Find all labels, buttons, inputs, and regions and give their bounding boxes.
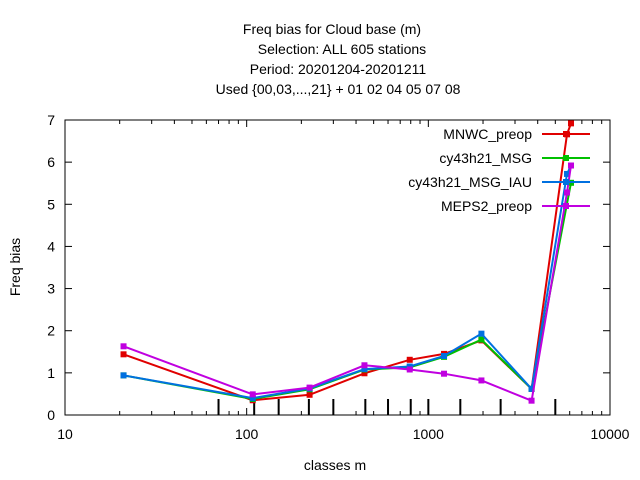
series-0-point: [306, 391, 313, 398]
series-0-point: [406, 356, 413, 363]
legend-marker-3: [563, 203, 569, 209]
series-3-point: [528, 397, 535, 404]
series-3-point: [306, 384, 313, 391]
title-line-3: Period: 20201204-20201211: [250, 61, 427, 77]
x-axis-label: classes m: [304, 457, 366, 473]
series-3-point: [564, 189, 571, 196]
series-2-point: [478, 330, 485, 337]
series-1-point: [478, 336, 485, 343]
series-2-point: [249, 395, 256, 402]
y-tick-label: 5: [47, 196, 55, 212]
legend-marker-1: [563, 155, 569, 161]
series-0-point: [361, 370, 368, 377]
x-tick-label: 1000: [413, 426, 444, 442]
series-3-point: [478, 377, 485, 384]
series-3-point: [568, 162, 575, 169]
series-2-point: [361, 366, 368, 373]
y-tick-label: 6: [47, 154, 55, 170]
legend-label-0: MNWC_preop: [443, 126, 532, 142]
legend-marker-2: [563, 179, 569, 185]
series-3-point: [406, 366, 413, 373]
series-line-1: [123, 182, 572, 401]
y-tick-label: 2: [47, 323, 55, 339]
x-tick-label: 10: [57, 426, 73, 442]
y-tick-label: 0: [47, 407, 55, 423]
title-line-2: Selection: ALL 605 stations: [258, 41, 426, 57]
series-3-point: [361, 362, 368, 369]
series-0-point: [568, 120, 575, 127]
series-2-point: [528, 385, 535, 392]
series-0-point: [120, 351, 127, 358]
y-tick-label: 7: [47, 112, 55, 128]
legend-label-2: cy43h21_MSG_IAU: [408, 174, 532, 190]
y-tick-label: 1: [47, 365, 55, 381]
series-2-point: [441, 353, 448, 359]
title-line-4: Used {00,03,...,21} + 01 02 04 05 07 08: [216, 81, 461, 97]
legend-label-1: cy43h21_MSG: [439, 150, 532, 166]
legend-label-3: MEPS2_preop: [441, 198, 532, 214]
plot-area: 0 1 2 3 4 5 6 7 10 100 1000 10000 MNWC_preop cy43h21_…: [47, 112, 629, 442]
series-line-2: [123, 165, 572, 400]
title-line-1: Freq bias for Cloud base (m): [243, 21, 421, 37]
legend-marker-0: [563, 131, 569, 137]
y-tick-label: 3: [47, 281, 55, 297]
x-tick-label: 100: [235, 426, 259, 442]
y-axis-label: Freq bias: [7, 238, 23, 296]
series-2-point: [564, 170, 571, 177]
plot-frame: [64, 119, 611, 416]
series-line-0: [123, 123, 572, 402]
series-3-point: [120, 343, 127, 350]
series-line-3: [123, 165, 572, 403]
series-3-point: [441, 370, 448, 377]
x-tick-label: 10000: [591, 426, 630, 442]
chart-title: Freq bias for Cloud base (m) Selection: …: [216, 21, 461, 97]
series-2-point: [120, 372, 127, 379]
series-3-point: [249, 391, 256, 398]
y-tick-label: 4: [47, 238, 55, 254]
